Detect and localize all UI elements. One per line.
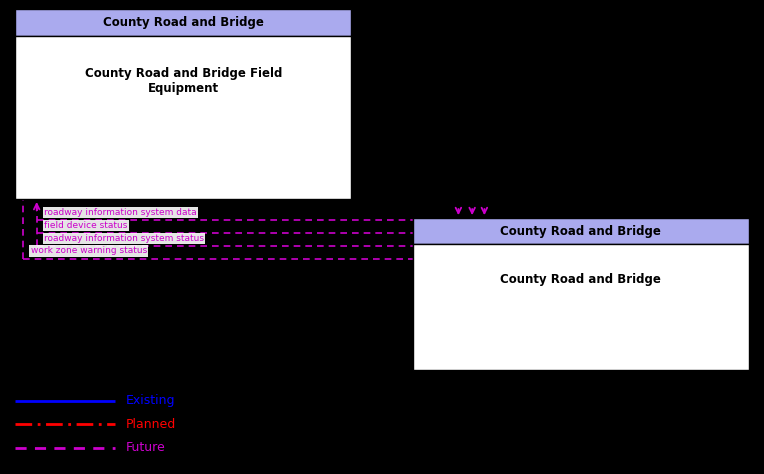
Text: roadway information system status: roadway information system status — [44, 234, 204, 243]
Text: work zone warning status: work zone warning status — [31, 246, 147, 255]
Bar — [413, 244, 749, 370]
Text: field device status: field device status — [44, 221, 128, 230]
Text: County Road and Bridge: County Road and Bridge — [500, 273, 661, 286]
Bar — [15, 9, 351, 199]
Bar — [15, 9, 351, 36]
Bar — [413, 218, 749, 370]
Text: Future: Future — [126, 441, 166, 455]
Text: County Road and Bridge: County Road and Bridge — [500, 225, 661, 237]
Bar — [15, 36, 351, 199]
Text: roadway information system data: roadway information system data — [44, 208, 197, 217]
Text: Existing: Existing — [126, 394, 176, 407]
Bar — [413, 218, 749, 244]
Text: County Road and Bridge Field
Equipment: County Road and Bridge Field Equipment — [85, 67, 282, 95]
Text: County Road and Bridge: County Road and Bridge — [103, 16, 264, 29]
Text: Planned: Planned — [126, 418, 176, 431]
